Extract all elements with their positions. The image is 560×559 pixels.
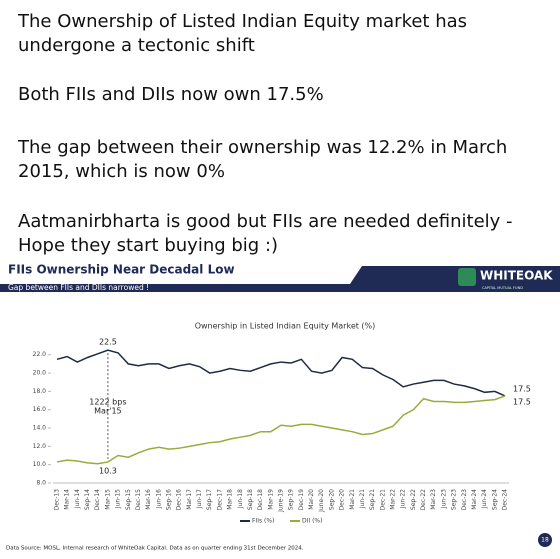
post-text: Both FIIs and DIIs now own 17.5% <box>18 84 324 105</box>
x-tick-label: Mar-24 <box>471 489 478 510</box>
header-bg <box>0 258 350 284</box>
x-tick-label: Sep-21 <box>369 489 376 510</box>
source: Data Source: MOSL, Internal research of … <box>6 546 304 552</box>
page-badge <box>538 533 552 547</box>
x-tick-label: Jun-16 <box>155 489 162 509</box>
annotation: 17.5 <box>513 397 531 406</box>
post-text: The Ownership of Listed Indian Equity ma… <box>17 11 467 32</box>
x-tick-label: Mar-20 <box>308 489 315 510</box>
x-tick-label: Jun-21 <box>359 489 366 509</box>
post-text: undergone a tectonic shift <box>18 35 255 56</box>
x-tick-label: Sep-14 <box>84 489 91 510</box>
x-tick-label: Mar-19 <box>267 489 274 510</box>
y-tick-label: 10.0 <box>33 461 47 468</box>
x-tick-label: Dec-16 <box>176 489 183 511</box>
logo: WHITEOAK <box>480 269 553 283</box>
x-tick-label: Sep-24 <box>491 489 498 510</box>
x-tick-label: Jun-17 <box>196 489 203 509</box>
annotation: 1222 bps <box>89 398 126 407</box>
annotation: 10.3 <box>99 466 117 475</box>
x-tick-label: Mar-23 <box>430 489 437 510</box>
x-tick-label: Mar-16 <box>145 489 152 510</box>
y-tick-label: 12.0 <box>33 443 47 450</box>
x-tick-label: Sep-22 <box>410 489 417 510</box>
post-text: Hope they start buying big :) <box>18 235 278 256</box>
x-tick-label: Jun-15 <box>115 489 122 509</box>
x-tick-label: Dec-20 <box>339 489 346 511</box>
annotation: 17.5 <box>513 384 531 393</box>
page-number: 18 <box>541 537 549 544</box>
annotation: 22.5 <box>99 338 117 347</box>
header-band <box>0 266 560 292</box>
x-tick-label: Sep-18 <box>247 489 254 510</box>
y-tick-label: 18.0 <box>33 388 47 395</box>
series-line <box>56 395 506 465</box>
x-tick-label: Sep-16 <box>166 489 173 510</box>
legend-label: FIIs (%) <box>252 518 274 525</box>
inner-title: Ownership in Listed Indian Equity Market… <box>195 322 376 331</box>
x-tick-label: Sep-23 <box>451 489 458 510</box>
x-tick-label: Jun-14 <box>74 489 81 509</box>
x-tick-label: Sep-20 <box>328 489 335 510</box>
logo-sub: CAPITAL MUTUAL FUND <box>482 286 523 290</box>
post-text: 2015, which is now 0% <box>18 161 225 182</box>
y-tick-label: 16.0 <box>33 406 47 413</box>
series-line <box>56 349 506 397</box>
x-tick-label: Mar-15 <box>104 489 111 510</box>
x-tick-label: Dec-14 <box>94 489 101 511</box>
post-text: The gap between their ownership was 12.2… <box>17 137 507 158</box>
x-tick-label: Jun-24 <box>481 489 488 509</box>
x-tick-label: Dec-17 <box>216 489 223 511</box>
x-tick-label: Mar-18 <box>227 489 234 510</box>
x-tick-label: Mar-17 <box>186 489 193 510</box>
x-tick-label: Sep-19 <box>288 489 295 510</box>
x-tick-label: Dec-22 <box>420 489 427 511</box>
logo-icon <box>458 268 476 286</box>
x-tick-label: Jun-18 <box>237 489 244 509</box>
y-tick-label: 14.0 <box>33 425 47 432</box>
x-tick-label: Mar-22 <box>390 489 397 510</box>
x-tick-label: Dec-15 <box>135 489 142 511</box>
chart-subtitle: Gap between FIIs and DIIs narrowed ! <box>8 283 149 292</box>
post-text: Aatmanirbharta is good but FIIs are need… <box>18 211 513 232</box>
y-tick-label: 22.0 <box>33 351 47 358</box>
chart-card <box>0 258 560 559</box>
x-tick-label: Dec-23 <box>461 489 468 511</box>
x-tick-label: June-20 <box>318 489 325 513</box>
y-tick-label: 20.0 <box>33 370 47 377</box>
x-tick-label: June-19 <box>278 489 285 513</box>
x-tick-label: Dec-19 <box>298 489 305 511</box>
x-tick-label: Dec-18 <box>257 489 264 511</box>
annotation: Mar'15 <box>94 407 121 416</box>
x-tick-label: Sep-15 <box>125 489 132 510</box>
x-tick-label: Dec-24 <box>502 489 509 511</box>
x-tick-label: Mar-14 <box>64 489 71 510</box>
legend-label: DII (%) <box>302 518 322 525</box>
x-tick-label: Dec-21 <box>379 489 386 511</box>
y-tick-label: 8.0 <box>36 480 46 487</box>
x-tick-label: Jun-22 <box>400 489 407 509</box>
x-tick-label: Mar-21 <box>349 489 356 510</box>
x-tick-label: Jun-23 <box>440 489 447 509</box>
x-tick-label: Dec-13 <box>54 489 61 511</box>
chart-title: FIIs Ownership Near Decadal Low <box>8 263 235 277</box>
x-tick-label: Sep-17 <box>206 489 213 510</box>
